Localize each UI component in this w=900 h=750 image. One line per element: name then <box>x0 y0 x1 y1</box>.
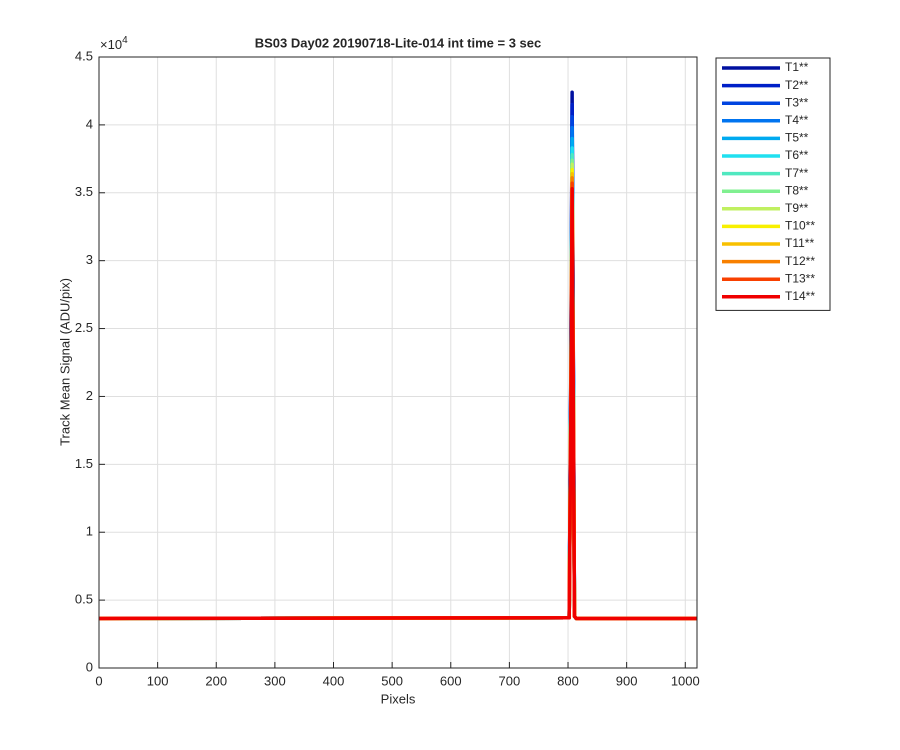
plot-area <box>99 57 697 668</box>
legend-label: T9** <box>785 201 809 215</box>
y-tick-label: 2 <box>86 388 93 403</box>
series-line <box>98 186 697 621</box>
x-tick-label: 300 <box>264 673 286 688</box>
y-tick-label: 3 <box>86 252 93 267</box>
legend-label: T2** <box>785 78 809 92</box>
x-tick-label: 200 <box>205 673 227 688</box>
legend-box <box>715 57 831 311</box>
legend-label: T1** <box>785 60 809 74</box>
y-tick-label: 1 <box>86 524 93 539</box>
x-tick-label: 1000 <box>671 673 700 688</box>
legend-label: T4** <box>785 113 809 127</box>
legend-label: T14** <box>785 289 815 303</box>
y-tick-label: 3.5 <box>75 184 93 199</box>
plot-frame <box>98 56 698 669</box>
legend: T1** T2** T3** T4** T5** T6** T7** T8** T9** T10*… <box>715 57 831 311</box>
chart-title: BS03 Day02 20190718-Lite-014 int time = … <box>255 35 542 50</box>
y-tick-label: 0 <box>86 659 93 674</box>
x-tick-label: 100 <box>147 673 169 688</box>
x-axis-label: Pixels <box>381 691 416 706</box>
y-tick-label: 1.5 <box>75 456 93 471</box>
legend-label: T12** <box>785 254 815 268</box>
x-tick-label: 700 <box>499 673 521 688</box>
legend-label: T11** <box>785 236 814 250</box>
y-axis-label: Track Mean Signal (ADU/pix) <box>57 278 72 446</box>
y-multiplier-exponent: 4 <box>122 35 128 46</box>
y-tick-label: 2.5 <box>75 320 93 335</box>
legend-label: T8** <box>785 183 809 197</box>
legend-label: T13** <box>785 271 815 285</box>
x-tick-label: 800 <box>557 673 579 688</box>
legend-label: T6** <box>785 148 809 162</box>
legend-label: T10** <box>785 219 815 233</box>
legend-label: T5** <box>785 131 809 145</box>
x-tick-label: 500 <box>381 673 403 688</box>
x-tick-label: 0 <box>95 673 102 688</box>
y-tick-label: 0.5 <box>75 592 93 607</box>
x-tick-label: 900 <box>616 673 638 688</box>
legend-label: T3** <box>785 95 809 109</box>
y-tick-label: 4.5 <box>75 48 93 63</box>
x-tick-label: 600 <box>440 673 462 688</box>
y-tick-label: 4 <box>86 116 93 131</box>
x-tick-label: 400 <box>323 673 345 688</box>
legend-label: T7** <box>785 166 809 180</box>
y-multiplier-base: ×10 <box>100 37 122 52</box>
y-multiplier: ×104 <box>100 35 128 53</box>
